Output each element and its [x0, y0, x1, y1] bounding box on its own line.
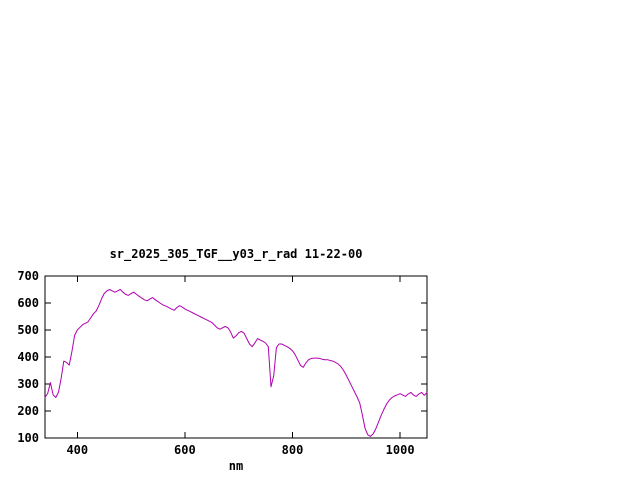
x-tick-label: 600 — [174, 443, 196, 457]
x-tick-label: 800 — [282, 443, 304, 457]
x-tick-label: 400 — [66, 443, 88, 457]
x-tick-label: 1000 — [386, 443, 415, 457]
y-tick-label: 600 — [17, 296, 39, 310]
x-axis-label: nm — [228, 459, 244, 473]
y-tick-label: 500 — [17, 323, 39, 337]
y-tick-label: 400 — [17, 350, 39, 364]
y-tick-label: 200 — [17, 404, 39, 418]
y-tick-label: 100 — [17, 431, 39, 445]
spectrum-line — [44, 289, 428, 437]
plot-frame — [44, 275, 428, 439]
y-tick-label: 700 — [17, 269, 39, 283]
y-tick-label: 300 — [17, 377, 39, 391]
chart-title: sr_2025_305_TGF__y03_r_rad 11-22-00 — [109, 247, 363, 261]
